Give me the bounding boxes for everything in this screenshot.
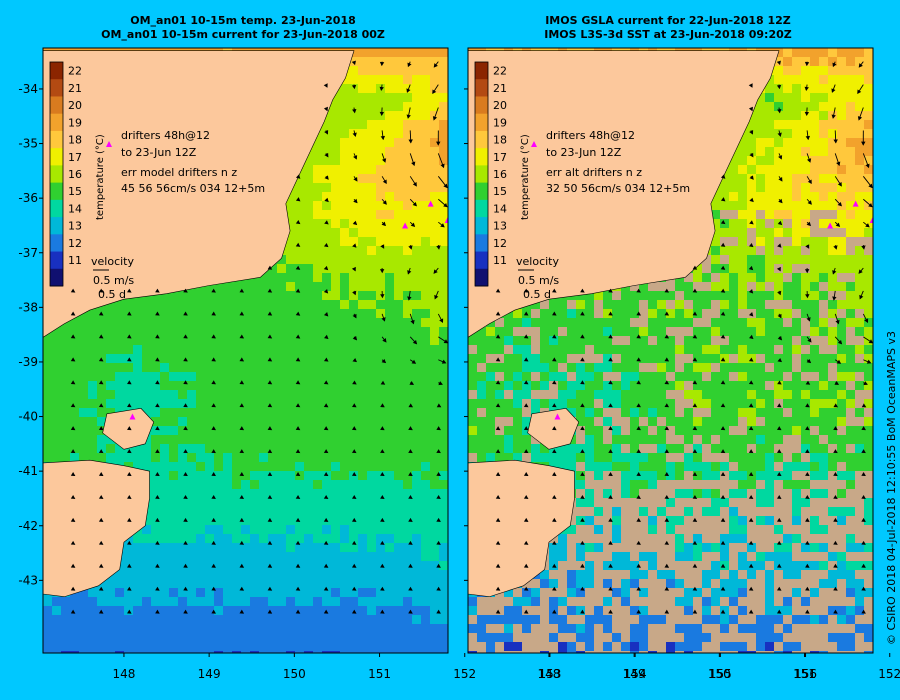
- colorbar-tick: 17: [68, 151, 82, 164]
- right-title-line1: IMOS GSLA current for 22-Jun-2018 12Z: [545, 14, 791, 27]
- colorbar-tick: 21: [493, 82, 507, 95]
- lon-tick-label: 152: [453, 667, 476, 681]
- right-panel-title: IMOS GSLA current for 22-Jun-2018 12Z IM…: [468, 14, 868, 42]
- drifter-legend: drifters 48h@12 to 23-Jun 12Z err alt drif…: [531, 129, 690, 195]
- legend-drifter-line1: drifters 48h@12: [546, 129, 635, 142]
- lat-tick-label: -37: [18, 246, 38, 260]
- legend-drifter-line2: to 23-Jun 12Z: [546, 146, 622, 159]
- legend-err-line1: err model drifters n z: [121, 166, 237, 179]
- drifter-tracks: [129, 200, 448, 420]
- colorbar-tick: 20: [493, 99, 507, 112]
- legend-drifter-line1: drifters 48h@12: [121, 129, 210, 142]
- lon-tick-label: 151: [793, 667, 816, 681]
- velocity-legend: velocity 0.5 m/s0.5 d: [516, 255, 559, 301]
- tasmania: [43, 459, 150, 598]
- colorbar-label: temperature (°C): [520, 134, 531, 220]
- colorbar-tick: 22: [68, 65, 82, 78]
- colorbar-tick: 16: [68, 168, 82, 181]
- tasmania: [468, 459, 575, 598]
- colorbar-tick: 13: [68, 220, 82, 233]
- lat-tick-label: -43: [18, 573, 38, 587]
- lat-tick-label: -34: [18, 82, 38, 96]
- lon-tick-label: 153: [538, 667, 561, 681]
- observation-map-panel: [468, 48, 873, 653]
- lon-tick-label: 152: [878, 667, 900, 681]
- temperature-colorbar: 22 21 20 19 18 17 16 15 14 13 12 11 temperature (°C): [49, 61, 106, 287]
- colorbar-tick: 22: [493, 65, 507, 78]
- drifter-legend: drifters 48h@12 to 23-Jun 12Z err model dr…: [106, 129, 265, 195]
- colorbar-tick: 11: [68, 254, 82, 267]
- velocity-arrows: [70, 60, 448, 614]
- drifter-legend-marker: [531, 141, 537, 147]
- colorbar-tick: 17: [493, 151, 507, 164]
- colorbar-tick: 15: [68, 185, 82, 198]
- velocity-legend: velocity 0.5 m/s0.5 d: [91, 255, 134, 301]
- legend-err-line2: 32 50 56cm/s 034 12+5m: [546, 182, 690, 195]
- legend-drifter-line2: to 23-Jun 12Z: [121, 146, 197, 159]
- colorbar-tick: 14: [493, 202, 507, 215]
- colorbar-tick: 12: [68, 237, 82, 250]
- panel-frame: [467, 47, 874, 654]
- copyright-credit: © CSIRO 2018 04-Jul-2018 12:10:55 BoM Oc…: [885, 331, 898, 645]
- lon-tick-label: 151: [368, 667, 391, 681]
- velocity-speed: 0.5 m/s: [518, 274, 559, 287]
- right-title-line2: IMOS L3S-3d SST at 23-Jun-2018 09:20Z: [544, 28, 792, 41]
- velocity-label: velocity: [91, 255, 134, 268]
- colorbar-tick: 12: [493, 237, 507, 250]
- panel-frame: [42, 47, 449, 654]
- colorbar-tick: 18: [493, 134, 507, 147]
- colorbar-tick: 21: [68, 82, 82, 95]
- drifter-legend-marker: [106, 141, 112, 147]
- drifter-tracks: [554, 200, 873, 420]
- lat-tick-label: -36: [18, 191, 38, 205]
- lat-tick-label: -38: [18, 300, 38, 314]
- velocity-label: velocity: [516, 255, 559, 268]
- left-panel-title: OM_an01 10-15m temp. 23-Jun-2018 OM_an01…: [43, 14, 443, 42]
- lon-tick-label: 154: [624, 667, 647, 681]
- velocity-arrows: [495, 60, 873, 614]
- lon-tick-label: 149: [198, 667, 221, 681]
- colorbar-tick: 14: [68, 202, 82, 215]
- temperature-colorbar: 22 21 20 19 18 17 16 15 14 13 12 11 temperature (°C): [474, 61, 531, 287]
- colorbar-tick: 15: [493, 185, 507, 198]
- model-map-panel: [43, 48, 448, 653]
- left-title-line1: OM_an01 10-15m temp. 23-Jun-2018: [130, 14, 356, 27]
- lon-tick-label: 150: [283, 667, 306, 681]
- lon-tick-label: 149: [623, 667, 646, 681]
- lon-tick-label: 156: [794, 667, 817, 681]
- velocity-duration: 0.5 d: [98, 288, 126, 301]
- lat-tick-label: -39: [18, 355, 38, 369]
- lat-tick-label: -40: [18, 410, 38, 424]
- colorbar-tick: 20: [68, 99, 82, 112]
- colorbar-tick: 16: [493, 168, 507, 181]
- lon-tick-label: 155: [709, 667, 732, 681]
- colorbar-tick: 19: [68, 116, 82, 129]
- lon-tick-label: 148: [537, 667, 560, 681]
- lon-tick-label: 150: [708, 667, 731, 681]
- lat-tick-label: -35: [18, 137, 38, 151]
- colorbar-label: temperature (°C): [95, 134, 106, 220]
- lon-tick-label: 148: [112, 667, 135, 681]
- legend-err-line1: err alt drifters n z: [546, 166, 642, 179]
- colorbar-tick: 18: [68, 134, 82, 147]
- colorbar-tick: 13: [493, 220, 507, 233]
- colorbar-tick: 11: [493, 254, 507, 267]
- legend-err-line2: 45 56 56cm/s 034 12+5m: [121, 182, 265, 195]
- velocity-duration: 0.5 d: [523, 288, 551, 301]
- map-axes: 148 149 150 151 152 153 154 155 156: [464, 88, 900, 681]
- velocity-speed: 0.5 m/s: [93, 274, 134, 287]
- colorbar-tick: 19: [493, 116, 507, 129]
- left-title-line2: OM_an01 10-15m current for 23-Jun-2018 0…: [101, 28, 385, 41]
- lat-tick-label: -42: [18, 519, 38, 533]
- lat-tick-label: -41: [18, 464, 38, 478]
